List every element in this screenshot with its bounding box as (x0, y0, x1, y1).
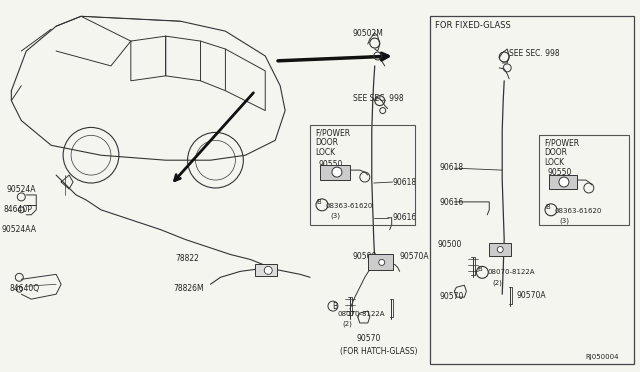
Circle shape (497, 247, 503, 253)
Bar (255, 264, 277, 276)
Circle shape (379, 259, 385, 265)
Circle shape (264, 266, 272, 274)
Text: (2): (2) (492, 279, 502, 286)
Text: 90502M: 90502M (353, 29, 384, 38)
Text: 08363-61620: 08363-61620 (326, 203, 373, 209)
Text: B: B (546, 204, 550, 210)
Text: LOCK: LOCK (544, 158, 564, 167)
Text: 08070-8122A: 08070-8122A (338, 311, 385, 317)
Text: FOR FIXED-GLASS: FOR FIXED-GLASS (435, 21, 510, 30)
Text: RJ050004: RJ050004 (585, 354, 619, 360)
Text: LOCK: LOCK (315, 148, 335, 157)
Text: F/POWER: F/POWER (544, 138, 579, 147)
Bar (368, 254, 393, 270)
Circle shape (332, 167, 342, 177)
Text: 78822: 78822 (175, 254, 200, 263)
Text: 90570: 90570 (357, 334, 381, 343)
Text: (2): (2) (342, 321, 352, 327)
Text: (FOR HATCH-GLASS): (FOR HATCH-GLASS) (340, 347, 417, 356)
Text: 90616: 90616 (440, 198, 464, 207)
Text: B: B (317, 199, 321, 205)
Text: 90570A: 90570A (516, 291, 546, 300)
Text: 84640P: 84640P (3, 205, 32, 214)
Text: 90570: 90570 (440, 292, 464, 301)
Text: 90618: 90618 (440, 163, 463, 172)
Text: DOOR: DOOR (315, 138, 338, 147)
Text: 90550: 90550 (547, 168, 572, 177)
Text: 90500: 90500 (438, 240, 462, 248)
Bar (539, 135, 628, 225)
Text: 90616: 90616 (393, 213, 417, 222)
Text: SEE SEC. 998: SEE SEC. 998 (509, 49, 560, 58)
Text: 08070-8122A: 08070-8122A (487, 269, 535, 275)
Bar (549, 175, 577, 189)
Text: 08363-61620: 08363-61620 (555, 208, 602, 214)
Bar (489, 243, 511, 256)
Text: 90500: 90500 (353, 253, 377, 262)
Bar (429, 16, 634, 364)
Text: F/POWER: F/POWER (315, 128, 350, 137)
Bar (310, 125, 415, 225)
Text: (3): (3) (559, 218, 569, 224)
Text: (3): (3) (330, 213, 340, 219)
Circle shape (559, 177, 569, 187)
Text: B: B (332, 302, 337, 311)
Text: SEE SEC. 998: SEE SEC. 998 (353, 94, 403, 103)
Text: 90524AA: 90524AA (1, 225, 36, 234)
Text: 90618: 90618 (393, 178, 417, 187)
Text: 90550: 90550 (318, 160, 342, 169)
Text: 90570A: 90570A (399, 251, 429, 260)
Text: DOOR: DOOR (544, 148, 567, 157)
Text: 78826M: 78826M (173, 284, 204, 293)
Text: B: B (477, 266, 482, 272)
Text: 90524A: 90524A (6, 185, 36, 194)
Text: 84640Q: 84640Q (10, 284, 40, 293)
Bar (320, 165, 350, 180)
